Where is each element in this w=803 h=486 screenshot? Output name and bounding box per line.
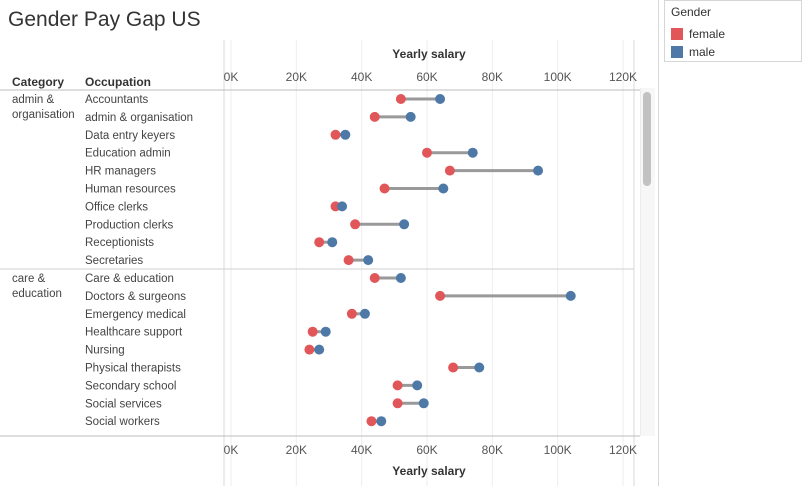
occupation-label: admin & organisation bbox=[85, 112, 193, 124]
male-point[interactable] bbox=[359, 308, 370, 319]
female-point[interactable] bbox=[366, 416, 377, 427]
scrollbar-thumb[interactable] bbox=[643, 92, 651, 186]
male-point[interactable] bbox=[363, 255, 374, 266]
female-point[interactable] bbox=[343, 255, 354, 266]
female-point[interactable] bbox=[346, 308, 357, 319]
male-point[interactable] bbox=[467, 147, 478, 158]
occupation-label: Office clerks bbox=[85, 201, 148, 213]
occupation-label: Production clerks bbox=[85, 219, 173, 231]
dumbbell-chart: Category Occupation Yearly salary Yearly… bbox=[0, 40, 640, 486]
x-axis-title-bottom: Yearly salary bbox=[392, 464, 466, 478]
legend-label-male: male bbox=[689, 45, 716, 59]
female-point[interactable] bbox=[330, 129, 341, 140]
female-point[interactable] bbox=[395, 94, 406, 104]
male-point[interactable] bbox=[327, 237, 338, 248]
male-point[interactable] bbox=[395, 273, 406, 283]
occupation-label: Emergency medical bbox=[85, 309, 186, 321]
x-tick-label-bottom: 0K bbox=[224, 443, 239, 457]
male-point[interactable] bbox=[340, 129, 351, 140]
occupation-label: Physical therapists bbox=[85, 363, 181, 375]
gender-legend: Gender female male bbox=[664, 0, 802, 62]
female-point[interactable] bbox=[422, 147, 432, 158]
x-tick-label-top: 100K bbox=[544, 70, 572, 84]
occupation-label: Receptionists bbox=[85, 237, 154, 249]
occupation-label: Secretaries bbox=[85, 255, 143, 267]
male-point[interactable] bbox=[405, 111, 416, 122]
female-point[interactable] bbox=[435, 290, 446, 301]
x-tick-label-bottom: 100K bbox=[544, 443, 572, 457]
female-swatch bbox=[671, 28, 683, 40]
occupation-label: Care & education bbox=[85, 273, 174, 285]
x-tick-label-bottom: 60K bbox=[416, 443, 437, 457]
x-tick-label-bottom: 80K bbox=[482, 443, 503, 457]
occupation-label: Social workers bbox=[85, 416, 160, 428]
female-point[interactable] bbox=[304, 344, 315, 355]
male-point[interactable] bbox=[565, 290, 576, 301]
legend-item-female[interactable]: female bbox=[671, 27, 725, 41]
female-point[interactable] bbox=[314, 237, 325, 248]
x-tick-label-top: 60K bbox=[416, 70, 437, 84]
female-point[interactable] bbox=[392, 380, 403, 391]
male-point[interactable] bbox=[314, 344, 325, 355]
female-point[interactable] bbox=[369, 111, 380, 122]
occupation-label: Social services bbox=[85, 398, 162, 410]
occupation-label: Secondary school bbox=[85, 380, 176, 392]
x-tick-label-top: 120K bbox=[609, 70, 637, 84]
male-point[interactable] bbox=[438, 183, 449, 194]
male-point[interactable] bbox=[320, 326, 331, 337]
category-label: care & education bbox=[12, 273, 62, 300]
female-point[interactable] bbox=[307, 326, 318, 337]
occupation-label: Nursing bbox=[85, 345, 125, 357]
x-tick-label-bottom: 40K bbox=[351, 443, 372, 457]
occupation-label: Education admin bbox=[85, 148, 171, 160]
female-point[interactable] bbox=[350, 219, 361, 230]
male-point[interactable] bbox=[337, 201, 348, 212]
male-swatch bbox=[671, 46, 683, 58]
x-tick-label-top: 40K bbox=[351, 70, 372, 84]
occupation-label: Healthcare support bbox=[85, 327, 183, 339]
female-point[interactable] bbox=[369, 273, 380, 283]
occupation-label: Accountants bbox=[85, 94, 149, 106]
chart-area: Category Occupation Yearly salary Yearly… bbox=[0, 40, 640, 486]
male-point[interactable] bbox=[376, 416, 387, 427]
occupation-label: Doctors & surgeons bbox=[85, 291, 186, 303]
occupation-label: Human resources bbox=[85, 184, 176, 196]
x-tick-label-bottom: 20K bbox=[286, 443, 307, 457]
panel-divider bbox=[658, 0, 659, 486]
page-title: Gender Pay Gap US bbox=[8, 8, 201, 31]
occupation-header: Occupation bbox=[85, 75, 151, 89]
male-point[interactable] bbox=[533, 165, 544, 176]
occupation-label: Data entry keyers bbox=[85, 130, 175, 142]
x-tick-label-top: 0K bbox=[224, 70, 239, 84]
legend-item-male[interactable]: male bbox=[671, 45, 715, 59]
category-header: Category bbox=[12, 75, 64, 89]
male-point[interactable] bbox=[418, 398, 429, 409]
x-tick-label-top: 20K bbox=[286, 70, 307, 84]
legend-title: Gender bbox=[671, 5, 712, 19]
male-point[interactable] bbox=[435, 94, 446, 104]
x-tick-label-top: 80K bbox=[482, 70, 503, 84]
female-point[interactable] bbox=[392, 398, 403, 409]
female-point[interactable] bbox=[379, 183, 390, 194]
female-point[interactable] bbox=[448, 362, 459, 373]
male-point[interactable] bbox=[399, 219, 410, 230]
x-axis-title-top: Yearly salary bbox=[392, 47, 466, 61]
male-point[interactable] bbox=[412, 380, 423, 391]
male-point[interactable] bbox=[474, 362, 485, 373]
x-tick-label-bottom: 120K bbox=[609, 443, 637, 457]
legend-label-female: female bbox=[689, 27, 726, 41]
female-point[interactable] bbox=[444, 165, 455, 176]
category-label: admin & organisation bbox=[12, 94, 75, 121]
occupation-label: HR managers bbox=[85, 166, 156, 178]
